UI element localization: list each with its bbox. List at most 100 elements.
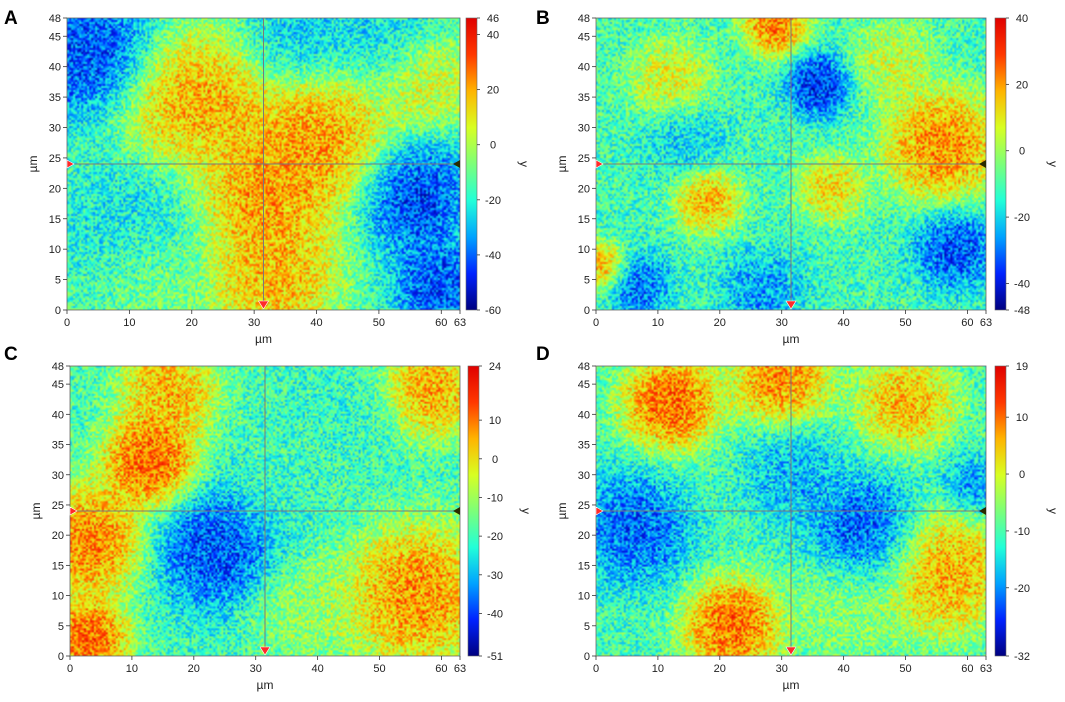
- panel-d: D 0 10 20 30 40 50 60 63 µm 0 5 10 15 20 25 30 35 40 45 48 µm…: [536, 344, 1060, 692]
- colorbar: [994, 17, 1007, 311]
- crosshair-marker-bottom[interactable]: [785, 646, 797, 656]
- y-tick-label: 15: [578, 214, 590, 226]
- colorbar-tick-label: -51: [487, 651, 503, 663]
- x-tick-label: 60: [961, 317, 973, 329]
- crosshair-marker-bottom[interactable]: [259, 646, 271, 656]
- x-tick-label: 20: [186, 317, 198, 329]
- x-tick-label: 63: [454, 317, 466, 329]
- y-tick-label: 10: [49, 244, 61, 256]
- x-tick-label: 0: [67, 663, 73, 675]
- x-tick-label: 0: [593, 317, 599, 329]
- y-tick-label: 45: [52, 379, 64, 391]
- y-axis-label: µm: [555, 156, 569, 173]
- x-tick-label: 50: [373, 663, 385, 675]
- y-tick-label: 45: [578, 379, 590, 391]
- x-tick-label: 10: [652, 317, 664, 329]
- colorbar-tick-label: -20: [1014, 583, 1030, 595]
- x-axis-label: µm: [783, 678, 800, 692]
- crosshair-marker-right[interactable]: [453, 507, 460, 515]
- colorbar-tick-label: -32: [1014, 651, 1030, 663]
- colorbar-tick-label: -20: [485, 195, 501, 207]
- crosshair-marker-bottom[interactable]: [785, 300, 797, 310]
- colorbar-tick-label: -10: [1014, 526, 1030, 538]
- y-tick-label: 48: [49, 13, 61, 25]
- y-axis-label: µm: [26, 156, 40, 173]
- y-tick-label: 0: [58, 651, 64, 663]
- x-tick-label: 30: [776, 663, 788, 675]
- y-tick-label: 45: [578, 31, 590, 43]
- y-tick-label: 35: [52, 440, 64, 452]
- panel-b: B 0 10 20 30 40 50 60 63 µm 0 5 10 15 20 25 30 35 40 45 48 µm…: [536, 8, 1060, 346]
- y-tick-label: 5: [58, 621, 64, 633]
- y-tick-label: 40: [578, 62, 590, 74]
- y-tick-label: 15: [49, 214, 61, 226]
- y-tick-label: 25: [52, 500, 64, 512]
- colorbar-label: y: [1046, 508, 1060, 514]
- y-tick-label: 35: [578, 440, 590, 452]
- x-tick-label: 60: [435, 317, 447, 329]
- y-tick-label: 15: [52, 560, 64, 572]
- colorbar-tick-label: 20: [1016, 79, 1028, 91]
- colorbar-tick-label: 24: [489, 361, 501, 373]
- y-tick-label: 20: [578, 530, 590, 542]
- y-tick-label: 30: [578, 123, 590, 135]
- y-tick-label: 10: [52, 591, 64, 603]
- x-tick-label: 60: [435, 663, 447, 675]
- colorbar-tick-label: 10: [489, 415, 501, 427]
- y-tick-label: 20: [578, 183, 590, 195]
- y-tick-label: 40: [49, 62, 61, 74]
- y-tick-label: 35: [49, 92, 61, 104]
- y-tick-label: 30: [49, 123, 61, 135]
- crosshair-marker-left[interactable]: [595, 506, 604, 516]
- panel-c: C 0 10 20 30 40 50 60 63 µm 0 5 10 15 20 25 30 35 40 45 48 µm…: [4, 344, 533, 692]
- x-tick-label: 60: [961, 663, 973, 675]
- colorbar-tick-label: -20: [487, 531, 503, 543]
- colorbar-tick-label: 0: [492, 454, 498, 466]
- y-tick-label: 40: [578, 409, 590, 421]
- x-tick-label: 0: [64, 317, 70, 329]
- panel-letter: B: [536, 8, 550, 29]
- x-axis-label: µm: [257, 678, 274, 692]
- colorbar-tick-label: -40: [485, 250, 501, 262]
- x-tick-label: 63: [980, 663, 992, 675]
- crosshair-marker-left[interactable]: [66, 159, 75, 169]
- crosshair-marker-bottom[interactable]: [257, 300, 270, 310]
- colorbar: [994, 365, 1007, 657]
- y-tick-label: 0: [55, 305, 61, 317]
- colorbar-tick-label: 19: [1016, 361, 1028, 373]
- y-tick-label: 15: [578, 560, 590, 572]
- x-tick-label: 0: [593, 663, 599, 675]
- y-tick-label: 30: [52, 470, 64, 482]
- colorbar-tick-label: -10: [487, 492, 503, 504]
- x-tick-label: 30: [250, 663, 262, 675]
- crosshair-marker-right[interactable]: [453, 160, 460, 168]
- y-tick-label: 48: [52, 361, 64, 373]
- colorbar-tick-label: -60: [485, 305, 501, 317]
- x-tick-label: 50: [899, 317, 911, 329]
- x-tick-label: 40: [311, 663, 323, 675]
- colorbar-tick-label: -30: [487, 570, 503, 582]
- y-tick-label: 45: [49, 31, 61, 43]
- x-tick-label: 40: [310, 317, 322, 329]
- crosshair-marker-right[interactable]: [979, 507, 986, 515]
- y-tick-label: 10: [578, 244, 590, 256]
- crosshair-marker-left[interactable]: [595, 159, 604, 169]
- colorbar: [465, 17, 478, 311]
- colorbar-tick-label: 10: [1016, 412, 1028, 424]
- colorbar-label: y: [519, 508, 533, 514]
- y-tick-label: 48: [578, 361, 590, 373]
- crosshair-marker-right[interactable]: [979, 160, 986, 168]
- x-axis-label: µm: [783, 332, 800, 346]
- colorbar-tick-label: 0: [1019, 469, 1025, 481]
- x-tick-label: 30: [248, 317, 260, 329]
- colorbar-label: y: [1046, 161, 1060, 167]
- y-axis-label: µm: [29, 503, 43, 520]
- y-tick-label: 25: [578, 500, 590, 512]
- x-tick-label: 20: [188, 663, 200, 675]
- crosshair-marker-left[interactable]: [69, 506, 78, 516]
- colorbar-tick-label: 20: [487, 85, 499, 97]
- colorbar-tick-label: 0: [1019, 146, 1025, 158]
- y-tick-label: 0: [584, 651, 590, 663]
- y-tick-label: 5: [55, 275, 61, 287]
